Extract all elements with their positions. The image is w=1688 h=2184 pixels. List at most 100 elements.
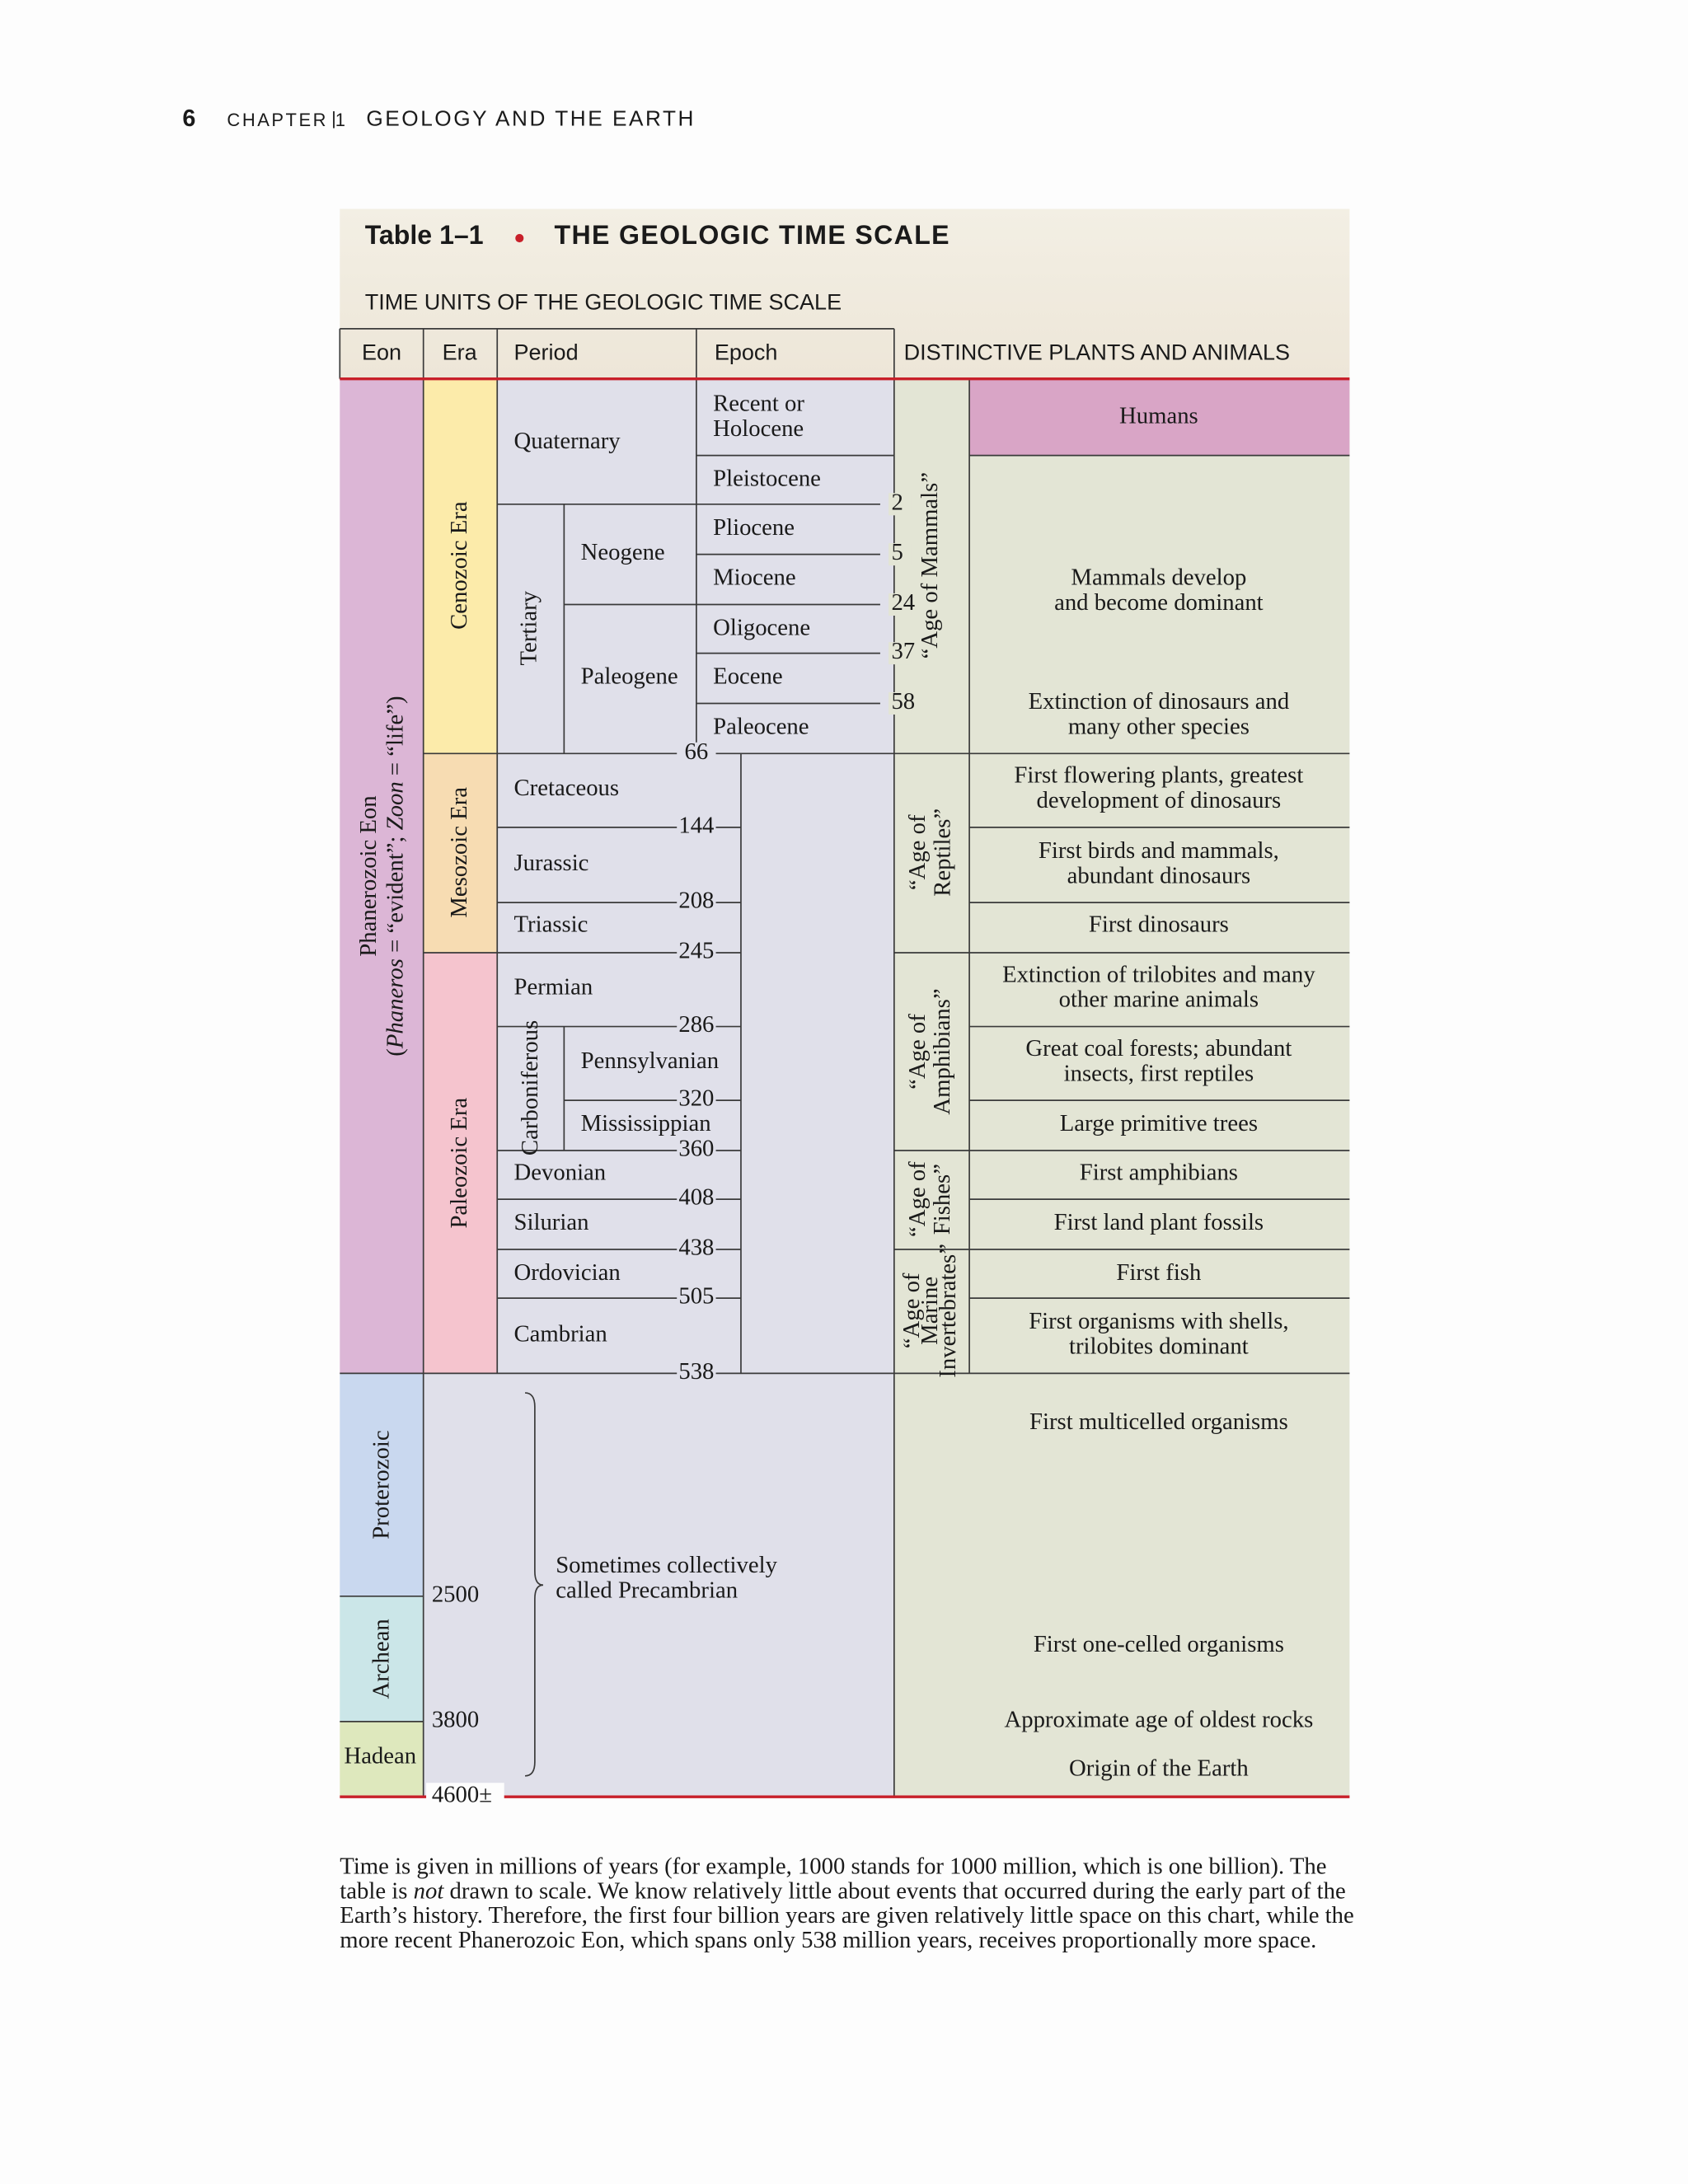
age-name: Fishes”: [929, 1164, 955, 1235]
column-header: DISTINCTIVE PLANTS AND ANIMALS: [904, 340, 1290, 364]
event: First amphibians: [1080, 1159, 1238, 1185]
event: First one-celled organisms: [1034, 1631, 1284, 1657]
age-name: “Age of: [904, 1014, 931, 1090]
note-part: = “life”): [382, 696, 408, 781]
event: Great coal forests; abundant: [1025, 1035, 1292, 1062]
event: Extinction of trilobites and many: [1002, 961, 1315, 987]
event: Mammals develop: [1071, 565, 1246, 591]
event: trilobites dominant: [1069, 1333, 1249, 1360]
page-number: 6: [182, 105, 195, 132]
number-background: [677, 1188, 716, 1211]
period-name: Mississippian: [581, 1110, 711, 1137]
note-part: Zoon: [382, 781, 408, 830]
boundary-age: 144: [678, 812, 714, 838]
period-name: Triassic: [514, 911, 588, 937]
number-background: [889, 593, 912, 616]
event: Approximate age of oldest rocks: [1004, 1706, 1313, 1732]
epoch-name: Holocene: [713, 415, 804, 442]
boundary-age: 438: [678, 1235, 714, 1261]
boundary-age: 245: [678, 938, 714, 964]
bullet: [515, 233, 524, 243]
event: First fish: [1116, 1259, 1201, 1286]
number-background: [677, 1361, 716, 1385]
epoch-name: Recent or: [713, 390, 804, 416]
caption-line: more recent Phanerozoic Eon, which spans…: [340, 1927, 1316, 1953]
table-title: THE GEOLOGIC TIME SCALE: [555, 220, 950, 250]
number-background: [677, 816, 716, 839]
period-name: Quaternary: [514, 428, 621, 454]
section-title: GEOLOGY AND THE EARTH: [366, 105, 696, 130]
number-background: [889, 642, 912, 665]
period-name: Pennsylvanian: [581, 1047, 720, 1074]
age-name: Invertebrates”: [935, 1244, 961, 1378]
precambrian-area: [423, 1373, 894, 1797]
caption-part: drawn to scale. We know relatively littl…: [443, 1877, 1345, 1904]
event: development of dinosaurs: [1037, 787, 1282, 813]
brace: [524, 1392, 544, 1777]
eon-name: Phanerozoic Eon: [355, 795, 382, 956]
caption-part: not: [414, 1877, 445, 1904]
boundary-age: 208: [678, 888, 714, 914]
number-background: [889, 691, 912, 715]
epoch-name: Pliocene: [713, 514, 795, 541]
caption-part: more recent Phanerozoic Eon, which spans…: [340, 1927, 1316, 1953]
event: First multicelled organisms: [1029, 1408, 1288, 1435]
number-background: [889, 543, 912, 566]
period-name: Cretaceous: [514, 775, 620, 801]
period-name: Neogene: [581, 539, 665, 565]
eon-name: Proterozoic: [368, 1430, 394, 1539]
period-name: Devonian: [514, 1159, 607, 1185]
precambrian-note: called Precambrian: [556, 1577, 738, 1603]
era-name: Paleozoic Era: [446, 1098, 472, 1229]
event: other marine animals: [1059, 987, 1259, 1013]
event: First flowering plants, greatest: [1014, 762, 1303, 789]
boundary-age: 24: [891, 589, 915, 616]
number-background: [677, 1139, 716, 1162]
number-background: [677, 1238, 716, 1261]
age-name: “Age of: [898, 1272, 925, 1348]
number-background: [677, 891, 716, 914]
period-name: Tertiary: [515, 590, 542, 665]
number-background: [677, 1286, 716, 1310]
event: First birds and mammals,: [1039, 837, 1279, 864]
caption-part: Earth’s history. Therefore, the first fo…: [340, 1902, 1353, 1929]
eon-proterozoic: [340, 1373, 424, 1596]
epoch-name: Eocene: [713, 663, 783, 690]
number-background: [677, 1015, 716, 1038]
era-name: Cenozoic Era: [446, 501, 472, 630]
table-header-band: [340, 209, 1350, 379]
eon-note: (Phaneros = “evident”; Zoon = “life”): [382, 696, 408, 1056]
event: many other species: [1068, 713, 1250, 739]
boundary-age: 66: [685, 738, 709, 765]
table-label: Table 1–1: [365, 220, 484, 250]
precambrian-note: Sometimes collectively: [556, 1552, 777, 1578]
column-header: Period: [514, 340, 579, 364]
era-cenozoic: [423, 378, 498, 754]
era-name: Mesozoic Era: [446, 787, 472, 918]
eon-name: Hadean: [344, 1742, 416, 1769]
event: Large primitive trees: [1060, 1110, 1258, 1137]
event: insects, first reptiles: [1064, 1060, 1254, 1086]
age-name: Amphibians”: [929, 988, 955, 1114]
period-name: Carboniferous: [517, 1020, 543, 1155]
event: Origin of the Earth: [1069, 1755, 1249, 1782]
age-name: Reptiles”: [929, 808, 955, 897]
age-name: “Age of Mammals”: [917, 472, 943, 659]
period-name: Paleogene: [581, 663, 678, 690]
note-part: = “evident”;: [382, 830, 408, 958]
age-name: “Age of: [904, 1161, 931, 1237]
number-background: [677, 941, 716, 964]
era-paleozoic: [423, 952, 498, 1374]
table-subtitle: TIME UNITS OF THE GEOLOGIC TIME SCALE: [365, 290, 842, 315]
boundary-age: 286: [678, 1011, 714, 1038]
boundary-age: 320: [678, 1085, 714, 1112]
period-name: Permian: [514, 974, 593, 1001]
note-part: (: [382, 1048, 408, 1057]
event: and become dominant: [1054, 589, 1264, 616]
boundary-age: 2500: [432, 1581, 479, 1607]
number-background: [426, 1783, 504, 1811]
epoch-name: Paleocene: [713, 713, 809, 739]
